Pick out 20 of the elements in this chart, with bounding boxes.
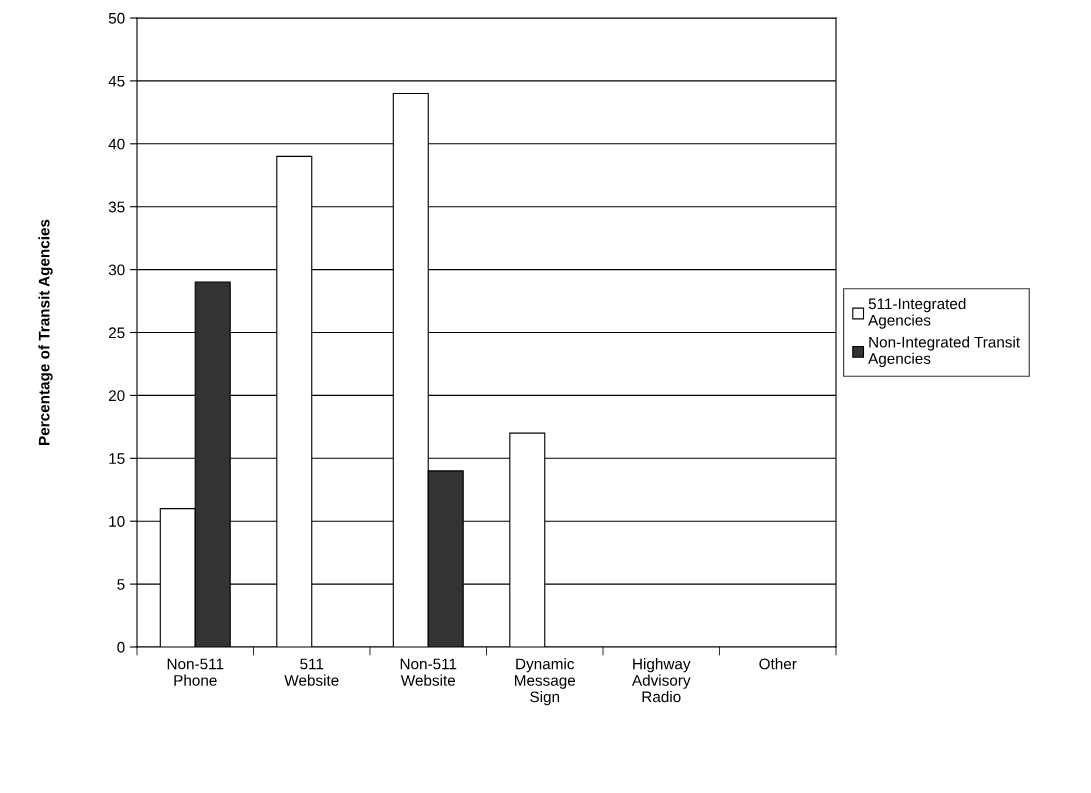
x-tick-label: Non-511 Website [400,658,457,686]
x-tick-label: 511 Website [284,658,339,686]
y-tick-label: 30 [108,264,125,276]
x-tick-label: Non-511 Phone [167,658,224,686]
y-tick-label: 10 [109,516,125,527]
y-tick-label: 40 [108,138,125,150]
y-tick-label: 25 [108,327,125,339]
y-tick-label: 0 [117,641,125,653]
legend-label: 511-Integrated Agencies [868,297,966,329]
y-axis-title: Percentage of Transit Agencies [38,219,53,445]
y-tick-label: 5 [117,579,125,590]
y-tick-label: 50 [108,12,125,24]
x-tick-label: Highway Advisory Radio [631,658,691,703]
x-tick-label: Other [759,658,797,670]
y-tick-label: 15 [109,453,125,464]
x-tick-label: Dynamic Message Sign [515,658,576,706]
y-tick-label: 45 [108,75,125,87]
legend-label: Non-Integrated Transit Agencies [868,336,1020,368]
y-tick-label: 35 [108,201,125,213]
y-tick-label: 20 [108,390,125,402]
